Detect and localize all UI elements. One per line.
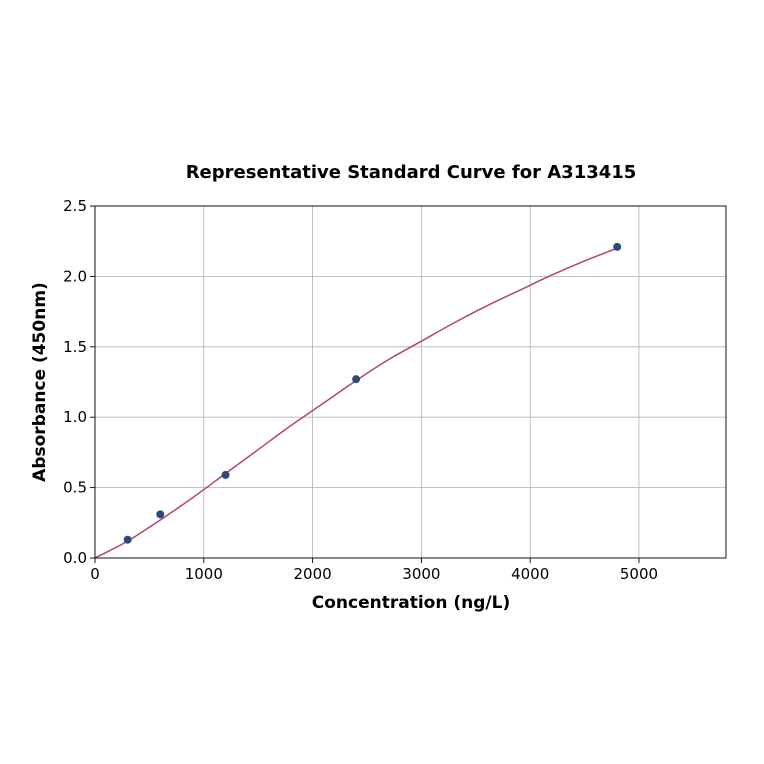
y-tick-label: 0.5	[63, 479, 87, 497]
y-tick-label: 2.5	[63, 197, 87, 215]
y-tick-label: 2.0	[63, 267, 87, 285]
x-tick-label: 2000	[293, 565, 331, 583]
y-tick-label: 1.0	[63, 408, 87, 426]
y-axis-label: Absorbance (450nm)	[30, 282, 50, 482]
data-point	[123, 535, 132, 544]
x-tick-label: 4000	[511, 565, 549, 583]
x-tick-label: 3000	[402, 565, 440, 583]
chart-title: Representative Standard Curve for A31341…	[186, 162, 637, 183]
plot-frame	[94, 205, 727, 559]
x-tick-label: 1000	[185, 565, 223, 583]
x-tick-label: 5000	[620, 565, 658, 583]
x-tick-label: 0	[90, 565, 100, 583]
data-points-layer	[123, 242, 622, 544]
data-point	[221, 470, 230, 479]
data-point	[156, 510, 165, 519]
x-axis-label: Concentration (ng/L)	[312, 593, 510, 613]
y-axis-ticks: 0.0 0.5 1.0 1.5 2.0 2.5	[63, 197, 95, 567]
data-point	[352, 375, 361, 384]
x-axis-ticks: 0 1000 2000 3000 4000 5000	[90, 558, 658, 583]
data-point	[613, 242, 622, 251]
y-tick-label: 1.5	[63, 338, 87, 356]
y-tick-label: 0.0	[63, 549, 87, 567]
